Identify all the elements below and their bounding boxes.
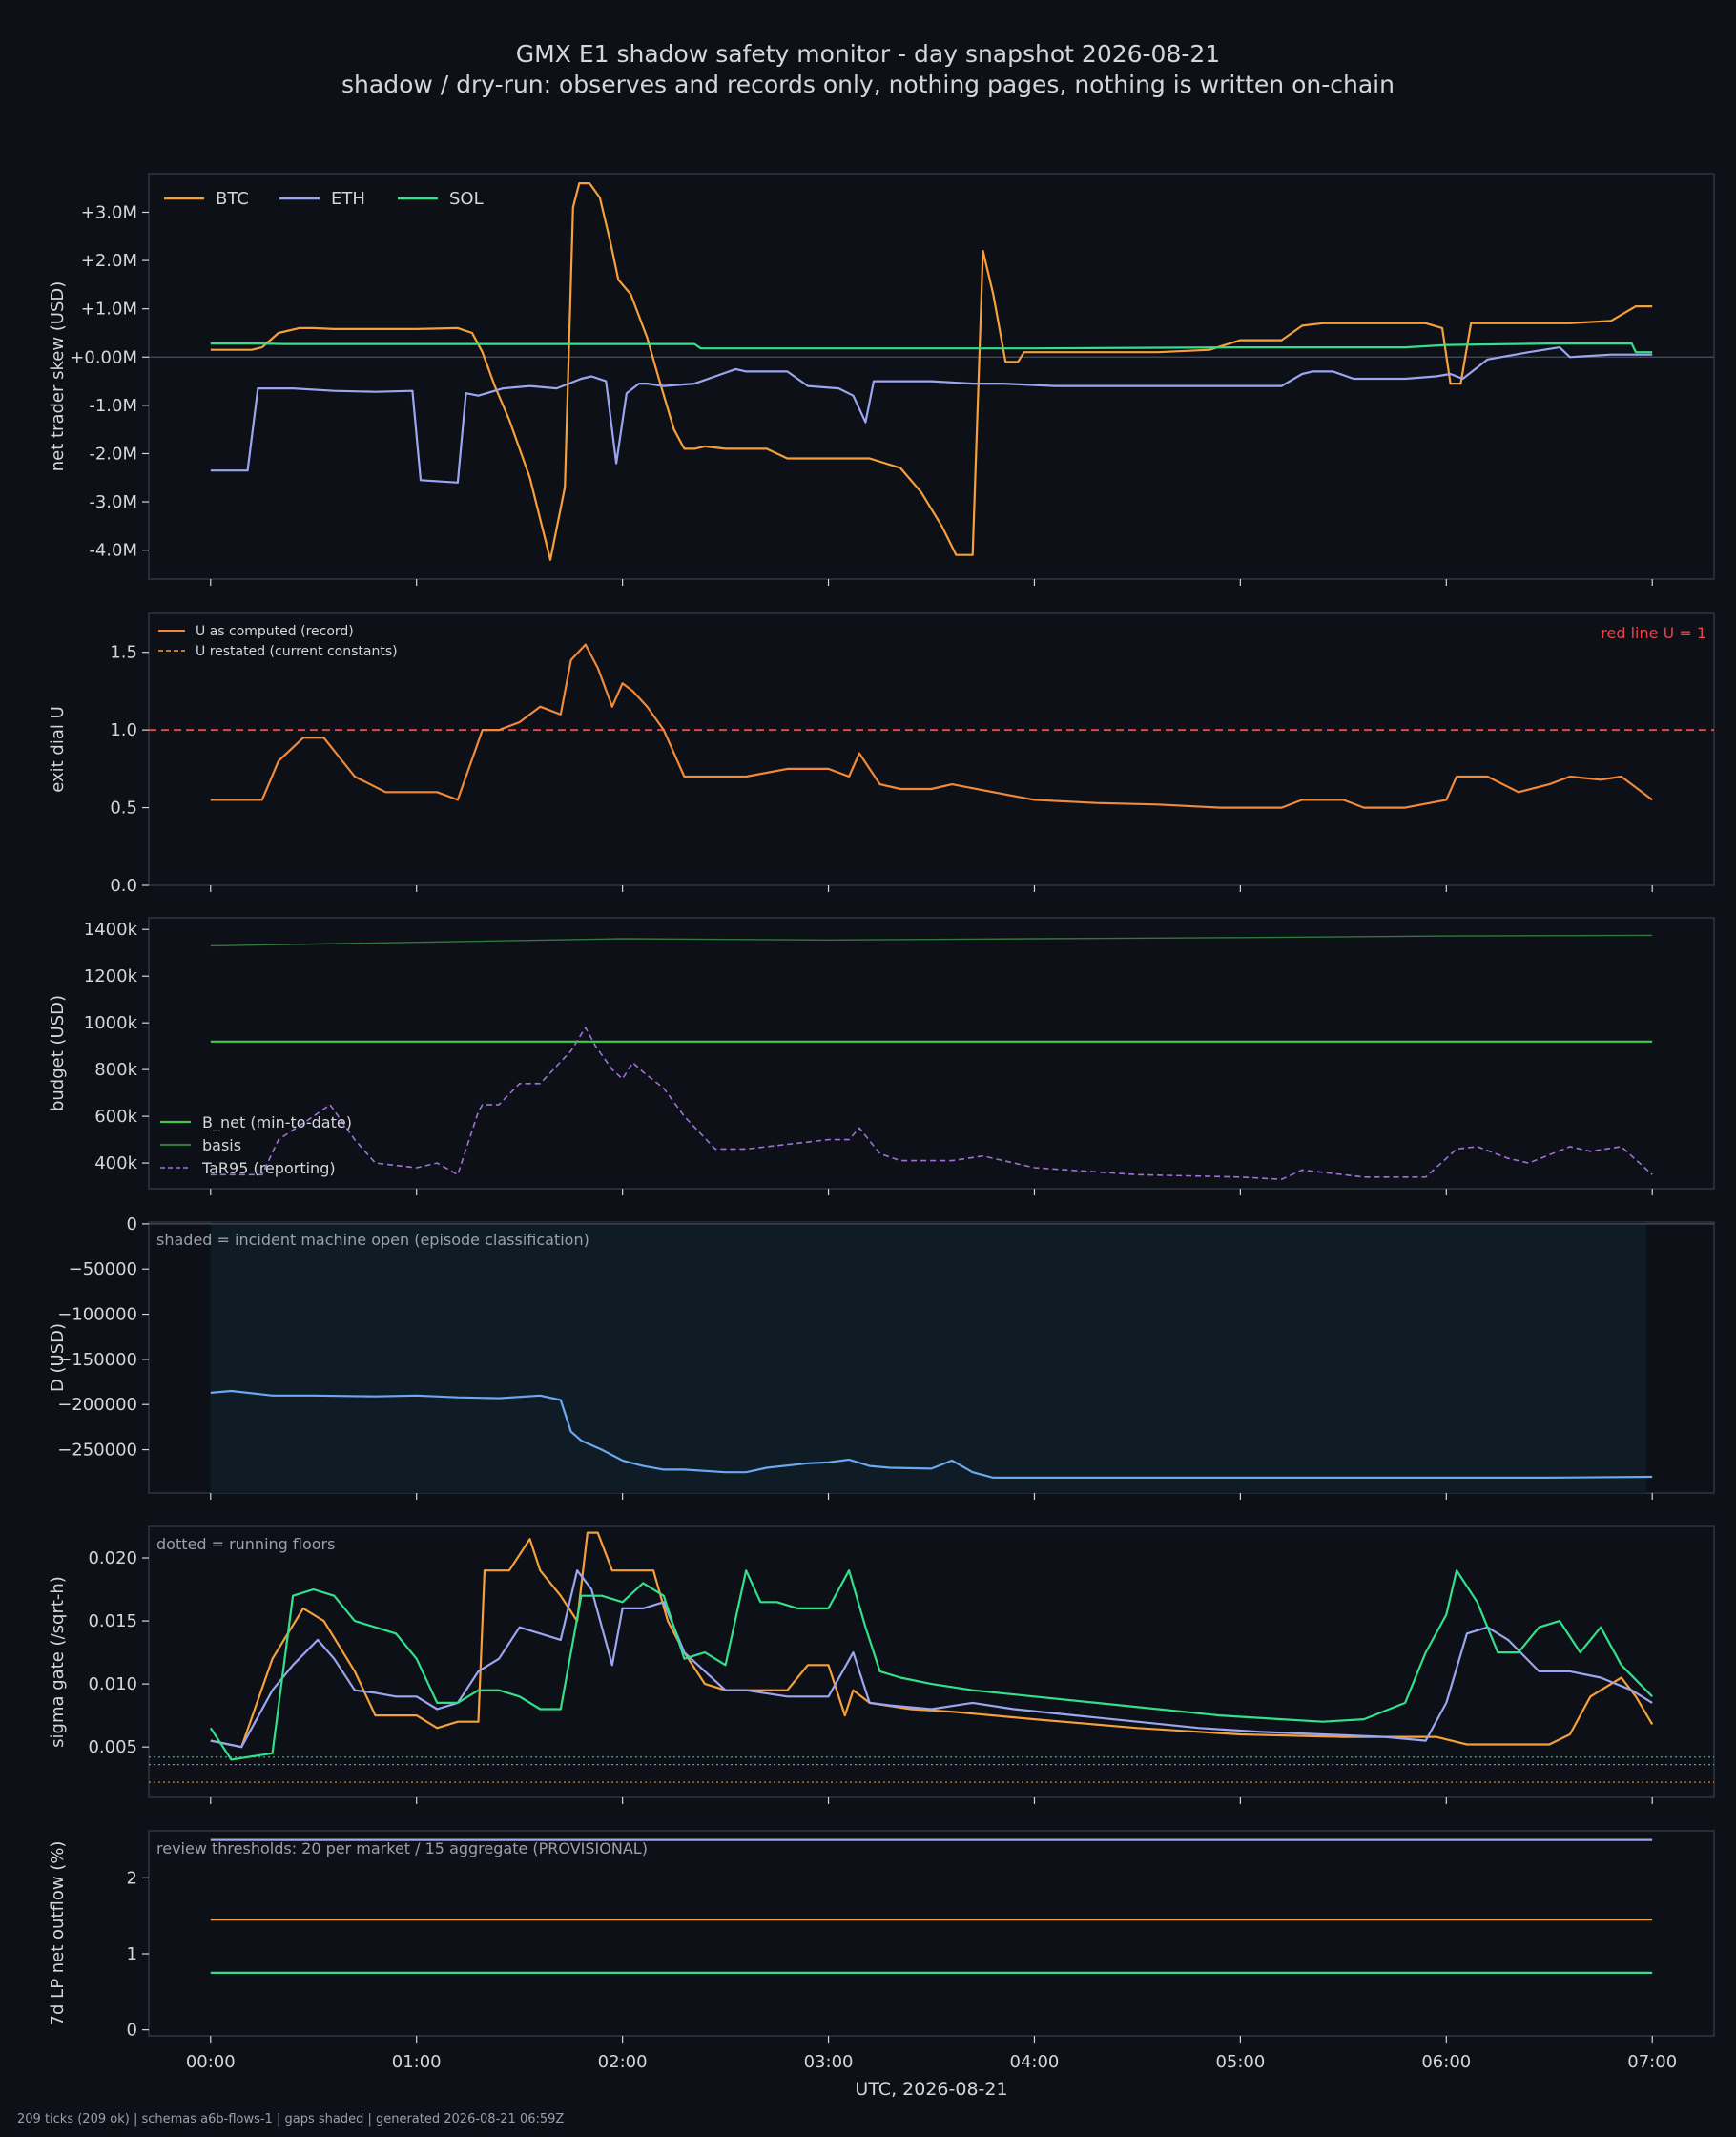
y-tick-label: 0.015 xyxy=(88,1611,137,1631)
series-line-btc xyxy=(210,182,1653,561)
y-tick-label: 400k xyxy=(94,1153,137,1173)
series-line-eth xyxy=(210,1569,1653,1749)
legend-label: B_net (min-to-date) xyxy=(202,1113,352,1132)
annotation: red line U = 1 xyxy=(1601,624,1706,642)
annotation: review thresholds: 20 per market / 15 ag… xyxy=(156,1839,648,1857)
series-line-basis xyxy=(210,934,1653,947)
legend-label: basis xyxy=(202,1136,241,1154)
y-axis-label: 7d LP net outflow (%) xyxy=(48,1841,68,2026)
chart-title: GMX E1 shadow safety monitor - day snaps… xyxy=(515,40,1221,68)
y-tick-label: −100000 xyxy=(57,1305,137,1325)
series-line-btc xyxy=(210,1531,1654,1749)
axes-frame xyxy=(148,612,1715,886)
y-tick-label: −150000 xyxy=(57,1350,137,1370)
x-tick-label: 07:00 xyxy=(1627,2052,1677,2072)
annotation: dotted = running floors xyxy=(156,1535,335,1553)
x-tick-label: 00:00 xyxy=(186,2052,236,2072)
y-tick-label: 0 xyxy=(127,2021,137,2041)
y-tick-label: 0.5 xyxy=(110,799,137,819)
y-tick-label: 800k xyxy=(94,1060,137,1080)
axes-frame xyxy=(148,917,1715,1190)
panel-lp_outflow: 0 1 2 7d LP net outflow (%) review threshold… xyxy=(48,1830,1715,2100)
x-tick-label: 01:00 xyxy=(392,2052,442,2072)
legend-label: SOL xyxy=(449,189,484,209)
y-tick-label: +2.0M xyxy=(81,251,137,271)
y-tick-label: 1.0 xyxy=(110,720,137,740)
legend-label: TaR95 (reporting) xyxy=(201,1159,336,1177)
y-tick-label: 1 xyxy=(127,1944,137,1964)
series-line-sol xyxy=(209,1569,1653,1761)
panel-sigma_gate: 0.005 0.010 0.015 0.020 sigma gate (/sqrt-h)… xyxy=(48,1525,1715,1804)
y-axis-label: net trader skew (USD) xyxy=(48,281,68,472)
legend-label: U restated (current constants) xyxy=(196,644,398,659)
panel-skew: +3.0M +2.0M +1.0M +0.00M -1.0M -2.0M -3.0M -4.0… xyxy=(48,173,1715,586)
y-tick-label: −50000 xyxy=(69,1259,137,1279)
x-tick-label: 02:00 xyxy=(598,2052,648,2072)
y-tick-label: -4.0M xyxy=(89,541,137,561)
series-line-u-as-computed-record xyxy=(210,643,1653,809)
y-tick-label: −250000 xyxy=(57,1441,137,1461)
y-tick-label: +0.00M xyxy=(70,347,137,367)
series-line-tar95-reporting xyxy=(210,1027,1653,1180)
y-tick-label: 0.0 xyxy=(110,876,137,896)
y-tick-label: 1200k xyxy=(84,966,138,986)
y-tick-label: -2.0M xyxy=(89,444,137,464)
series-line-d xyxy=(210,1389,1653,1480)
y-tick-label: 1000k xyxy=(84,1013,138,1033)
legend-label: ETH xyxy=(331,189,365,209)
panel-exit_dial: 0.0 0.5 1.0 1.5 exit dial U red line U = 1 U a… xyxy=(48,612,1715,896)
panel-drawdown: 0 −50000 −100000 −150000 −200000 −250000 D (US… xyxy=(48,1214,1715,1500)
panel-budget: 400k 600k 800k 1000k 1200k 1400k budget (USD) B… xyxy=(48,917,1715,1195)
x-tick-label: 04:00 xyxy=(1010,2052,1060,2072)
y-axis-label: sigma gate (/sqrt-h) xyxy=(48,1576,68,1748)
incident-shade xyxy=(210,1222,1646,1493)
series-line-sol xyxy=(210,342,1653,354)
legend-label: U as computed (record) xyxy=(196,624,354,639)
chart-subtitle: shadow / dry-run: observes and records o… xyxy=(341,71,1395,98)
y-tick-label: 1.5 xyxy=(110,643,137,663)
y-tick-label: 0.020 xyxy=(88,1548,137,1568)
annotation: shaded = incident machine open (episode … xyxy=(156,1231,589,1249)
axes-frame xyxy=(148,1525,1715,1798)
x-tick-label: 03:00 xyxy=(804,2052,854,2072)
y-tick-label: +1.0M xyxy=(81,300,137,320)
axes-frame xyxy=(148,1830,1715,2037)
x-axis-label: UTC, 2026-08-21 xyxy=(855,2079,1007,2100)
status-footer: 209 ticks (209 ok) | schemas a6b-flows-1… xyxy=(17,2112,565,2127)
y-tick-label: -1.0M xyxy=(89,396,137,416)
x-tick-label: 06:00 xyxy=(1421,2052,1471,2072)
y-tick-label: 600k xyxy=(94,1107,137,1127)
y-axis-label: budget (USD) xyxy=(48,995,68,1111)
axes-frame xyxy=(148,173,1715,580)
y-tick-label: 0.005 xyxy=(88,1737,137,1757)
y-tick-label: 0 xyxy=(127,1214,137,1234)
y-tick-label: +3.0M xyxy=(81,202,137,222)
series-line-eth xyxy=(210,346,1653,484)
y-tick-label: 2 xyxy=(127,1868,137,1888)
y-axis-label: exit dial U xyxy=(48,706,68,793)
legend-label: BTC xyxy=(216,189,249,209)
y-tick-label: 1400k xyxy=(84,920,138,940)
y-axis-label: D (USD) xyxy=(48,1323,68,1392)
y-tick-label: 0.010 xyxy=(88,1674,137,1694)
y-tick-label: −200000 xyxy=(57,1395,137,1415)
y-tick-label: -3.0M xyxy=(89,492,137,512)
x-tick-label: 05:00 xyxy=(1215,2052,1265,2072)
